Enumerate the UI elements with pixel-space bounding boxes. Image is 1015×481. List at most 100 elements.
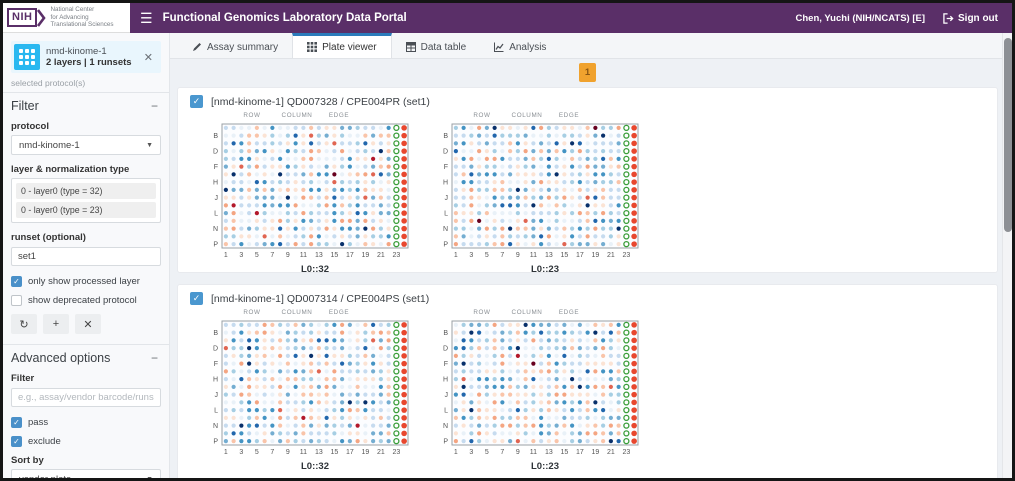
tab-label: Analysis: [509, 41, 547, 53]
sort-by-value: vendor plate: [19, 474, 71, 479]
advanced-filter-input[interactable]: [11, 388, 161, 407]
sort-by-label: Sort by: [11, 455, 44, 466]
add-button[interactable]: +: [43, 314, 69, 334]
menu-hamburger-icon[interactable]: ☰: [140, 9, 153, 26]
tab-label: Plate viewer: [322, 41, 377, 53]
svg-text:13: 13: [545, 252, 553, 259]
tab-bar: Assay summary Plate viewer Data table Analy…: [170, 33, 1012, 59]
svg-text:F: F: [444, 361, 448, 368]
chevron-down-icon: ▼: [146, 141, 153, 149]
sign-out-button[interactable]: Sign out: [943, 13, 998, 24]
svg-text:19: 19: [361, 252, 369, 259]
layer-option-1[interactable]: 0 - layer0 (type = 23): [16, 202, 156, 218]
svg-text:J: J: [215, 392, 219, 399]
svg-text:COLUMN: COLUMN: [282, 309, 313, 316]
scrollbar-track[interactable]: [1002, 33, 1012, 478]
svg-text:L: L: [214, 407, 218, 414]
svg-text:F: F: [214, 361, 218, 368]
svg-text:1: 1: [224, 252, 228, 259]
advanced-filter-label: Filter: [11, 373, 35, 384]
svg-text:B: B: [443, 133, 448, 140]
protocol-close-icon[interactable]: ✕: [143, 51, 153, 64]
sidebar: nmd-kinome-1 2 layers | 1 runsets ✕ sele…: [3, 33, 170, 478]
scrollbar-thumb[interactable]: [1004, 38, 1012, 232]
svg-text:15: 15: [330, 252, 338, 259]
plate-plot: ROW COLUMN EDGE B D F H J L N P 1 3 5 7 9 11 13 15 17 19 21 23…: [428, 301, 658, 478]
svg-text:1: 1: [224, 449, 228, 456]
tab-label: Data table: [420, 41, 467, 53]
svg-text:H: H: [443, 376, 448, 383]
checkbox-checked-icon[interactable]: ✓: [11, 276, 22, 287]
pagination-page-1[interactable]: 1: [579, 63, 596, 82]
svg-text:L: L: [444, 210, 448, 217]
svg-text:L: L: [214, 210, 218, 217]
svg-text:D: D: [443, 148, 448, 155]
layer-label: layer & normalization type: [11, 164, 130, 175]
svg-text:N: N: [443, 423, 448, 430]
svg-text:3: 3: [469, 449, 473, 456]
selected-protocol-card[interactable]: nmd-kinome-1 2 layers | 1 runsets ✕: [11, 41, 161, 73]
clear-button[interactable]: ✕: [75, 314, 101, 334]
divider: [3, 92, 169, 93]
nih-logo-text: NIH: [7, 8, 38, 27]
svg-text:P: P: [213, 438, 218, 445]
plate-card-checkbox[interactable]: ✓: [190, 95, 203, 108]
main-content: Assay summary Plate viewer Data table Analy…: [170, 33, 1012, 478]
svg-text:15: 15: [330, 449, 338, 456]
svg-text:7: 7: [270, 449, 274, 456]
plate-title: L0::32: [301, 264, 329, 275]
svg-text:9: 9: [286, 252, 290, 259]
svg-text:9: 9: [516, 252, 520, 259]
tab-assay-summary[interactable]: Assay summary: [178, 33, 292, 58]
sort-by-select[interactable]: vendor plate ▼: [11, 469, 161, 478]
plate-plot: ROW COLUMN EDGE B D F H J L N P 1 3 5 7 9 11 13 15 17 19 21 23…: [198, 104, 428, 283]
tab-data-table[interactable]: Data table: [392, 33, 481, 58]
svg-text:5: 5: [485, 449, 489, 456]
checkbox-show-deprecated-protocol[interactable]: show deprecated protocol: [11, 295, 161, 306]
advanced-checkbox-group: ✓ pass ✓ exclude: [11, 417, 161, 447]
collapse-minus-icon[interactable]: −: [150, 351, 158, 365]
svg-text:23: 23: [392, 252, 400, 259]
refresh-button[interactable]: ↻: [11, 314, 37, 334]
nih-logo: NIH National Center for Advancing Transl…: [3, 3, 130, 33]
svg-text:EDGE: EDGE: [559, 112, 579, 119]
svg-text:J: J: [445, 392, 449, 399]
protocol-grid-icon: [14, 44, 40, 70]
checkbox-checked-icon[interactable]: ✓: [11, 417, 22, 428]
tab-plate-viewer[interactable]: Plate viewer: [292, 33, 392, 58]
svg-text:1: 1: [454, 449, 458, 456]
table-icon: [405, 42, 416, 52]
svg-text:21: 21: [607, 449, 615, 456]
checkbox-exclude[interactable]: ✓ exclude: [11, 436, 161, 447]
collapse-minus-icon[interactable]: −: [150, 99, 158, 113]
plate-card-checkbox[interactable]: ✓: [190, 292, 203, 305]
checkbox-pass[interactable]: ✓ pass: [11, 417, 161, 428]
svg-text:ROW: ROW: [243, 309, 260, 316]
svg-text:17: 17: [346, 252, 354, 259]
svg-text:H: H: [213, 376, 218, 383]
layer-option-0[interactable]: 0 - layer0 (type = 32): [16, 183, 156, 199]
protocol-label: protocol: [11, 121, 49, 132]
runset-input[interactable]: [11, 247, 161, 266]
svg-text:9: 9: [286, 449, 290, 456]
checkbox-unchecked-icon[interactable]: [11, 295, 22, 306]
checkbox-label: only show processed layer: [28, 276, 140, 287]
svg-text:19: 19: [361, 449, 369, 456]
plate-plot: ROW COLUMN EDGE B D F H J L N P 1 3 5 7 9 11 13 15 17 19 21 23…: [428, 104, 658, 283]
protocol-select[interactable]: nmd-kinome-1 ▼: [11, 135, 161, 155]
nih-chevron-icon: [37, 8, 47, 27]
plate-plot: ROW COLUMN EDGE B D F H J L N P 1 3 5 7 9 11 13 15 17 19 21 23…: [198, 301, 428, 478]
checkbox-checked-icon[interactable]: ✓: [11, 436, 22, 447]
plate-title: L0::32: [301, 461, 329, 472]
svg-text:21: 21: [377, 449, 385, 456]
svg-text:P: P: [213, 241, 218, 248]
checkbox-only-show-processed-layer[interactable]: ✓ only show processed layer: [11, 276, 161, 287]
plate-card-title: [nmd-kinome-1] QD007314 / CPE004PS (set1…: [211, 292, 430, 305]
tab-analysis[interactable]: Analysis: [480, 33, 560, 58]
nih-org-name: National Center for Advancing Translatio…: [50, 6, 114, 29]
protocol-select-value: nmd-kinome-1: [19, 139, 80, 151]
svg-text:5: 5: [485, 252, 489, 259]
svg-text:N: N: [213, 423, 218, 430]
checkbox-label: exclude: [28, 436, 61, 447]
